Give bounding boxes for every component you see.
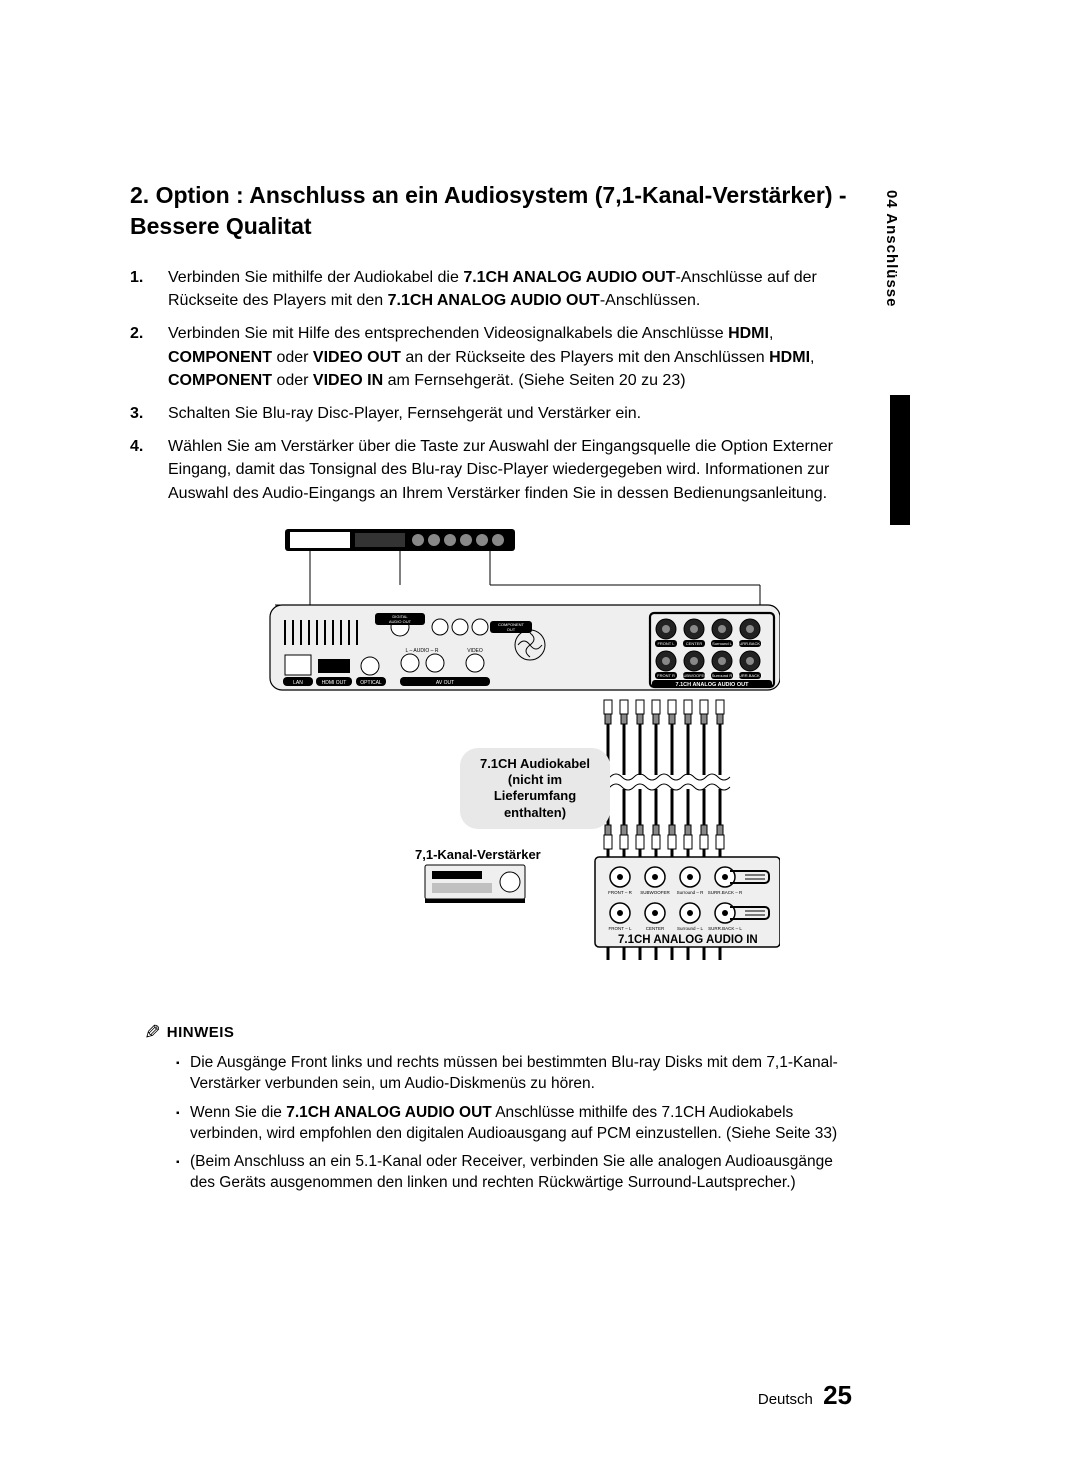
svg-text:CENTER: CENTER — [686, 641, 703, 646]
hdmi-port — [318, 659, 350, 673]
svg-text:FRONT R: FRONT R — [657, 673, 675, 678]
hinweis-heading: ✎ HINWEIS — [130, 1020, 850, 1045]
amp-label: 7,1-Kanal-Verstärker — [415, 847, 541, 862]
note-icon: ✎ — [144, 1020, 161, 1045]
svg-text:OUT: OUT — [507, 627, 516, 632]
instruction-steps: 1. Verbinden Sie mithilfe der Audiokabel … — [130, 266, 850, 505]
svg-text:7.1CH ANALOG AUDIO OUT: 7.1CH ANALOG AUDIO OUT — [676, 682, 750, 688]
step-item: 4. Wählen Sie am Verstärker über die Tast… — [130, 435, 850, 505]
section-tab: 04 Anschlüsse — [883, 190, 900, 308]
step-item: 1. Verbinden Sie mithilfe der Audiokabel … — [130, 266, 850, 312]
cable-break — [595, 775, 735, 789]
svg-text:SUBWOOFER: SUBWOOFER — [681, 673, 707, 678]
step-item: 2. Verbinden Sie mit Hilfe des entspreche… — [130, 322, 850, 392]
svg-text:CENTER: CENTER — [646, 926, 665, 931]
step-text: Schalten Sie Blu-ray Disc-Player, Fernse… — [168, 405, 641, 422]
section-title: 2. Option : Anschluss an ein Audiosystem… — [130, 180, 850, 242]
step-number: 3. — [130, 402, 143, 425]
svg-text:SURR.BACK R: SURR.BACK R — [736, 673, 763, 678]
svg-text:FRONT – L: FRONT – L — [609, 926, 632, 931]
svg-text:SURR.BACK – L: SURR.BACK – L — [708, 926, 742, 931]
note-item: (Beim Anschluss an ein 5.1-Kanal oder Re… — [176, 1152, 850, 1194]
footer-language: Deutsch — [758, 1391, 813, 1408]
svg-text:Surround R: Surround R — [712, 673, 733, 678]
step-number: 2. — [130, 322, 143, 345]
svg-text:AV OUT: AV OUT — [436, 680, 454, 686]
svg-text:VIDEO: VIDEO — [467, 648, 483, 654]
step-text: Wählen Sie am Verstärker über die Taste … — [168, 438, 833, 501]
lan-port — [285, 655, 311, 675]
component-out — [432, 619, 488, 635]
svg-text:SURR.BACK L: SURR.BACK L — [737, 641, 764, 646]
svg-text:Surround – L: Surround – L — [677, 926, 704, 931]
cable-bottom-plugs — [604, 825, 724, 849]
svg-text:OPTICAL: OPTICAL — [360, 680, 382, 686]
connection-diagram: LAN HDMI OUT OPTICAL DIGITALAUDIO OUT CO… — [200, 525, 780, 990]
page-footer: Deutsch 25 — [0, 1380, 1080, 1411]
step-item: 3. Schalten Sie Blu-ray Disc-Player, Fern… — [130, 402, 850, 425]
step-number: 4. — [130, 435, 143, 458]
thumb-index-bar — [890, 395, 910, 525]
svg-text:Surround – R: Surround – R — [677, 890, 705, 895]
hinweis-label: HINWEIS — [167, 1024, 235, 1041]
step-number: 1. — [130, 266, 143, 289]
step-text: Verbinden Sie mit Hilfe des entsprechend… — [168, 325, 814, 388]
player-top-slot — [290, 532, 350, 548]
svg-text:LAN: LAN — [293, 680, 303, 686]
svg-text:Surround L: Surround L — [712, 641, 733, 646]
note-item: Wenn Sie die 7.1CH ANALOG AUDIO OUT Ansc… — [176, 1103, 850, 1145]
page-content: 2. Option : Anschluss an ein Audiosystem… — [130, 180, 850, 1202]
page-number: 25 — [823, 1380, 852, 1410]
svg-text:HDMI OUT: HDMI OUT — [322, 680, 347, 686]
step-text: Verbinden Sie mithilfe der Audiokabel di… — [168, 269, 817, 309]
svg-text:FRONT – R: FRONT – R — [608, 890, 632, 895]
svg-text:SUBWOOFER: SUBWOOFER — [640, 890, 670, 895]
cable-callout: 7.1CH Audiokabel(nicht im Lieferumfangen… — [460, 748, 610, 829]
amp-in-label: 7.1CH ANALOG AUDIO IN — [618, 934, 758, 946]
svg-text:FRONT L: FRONT L — [657, 641, 675, 646]
notes-list: Die Ausgänge Front links und rechts müss… — [130, 1053, 850, 1195]
svg-text:AUDIO OUT: AUDIO OUT — [389, 619, 412, 624]
svg-text:SURR.BACK – R: SURR.BACK – R — [708, 890, 743, 895]
svg-text:L – AUDIO – R: L – AUDIO – R — [406, 648, 439, 654]
note-item: Die Ausgänge Front links und rechts müss… — [176, 1053, 850, 1095]
optical-port — [361, 657, 379, 675]
